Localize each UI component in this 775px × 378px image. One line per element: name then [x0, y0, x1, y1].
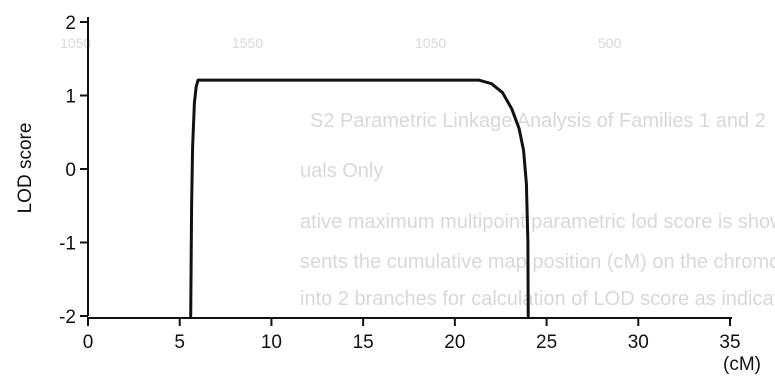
y-axis-ticks: -2 -1 0 1 2 [59, 13, 88, 328]
bleed-header-number: 1050 [415, 35, 446, 51]
y-tick-label: 1 [65, 87, 76, 108]
x-tick-label: 30 [628, 332, 649, 353]
bleed-header-number: 1050 [60, 35, 91, 51]
x-tick-label: 10 [261, 332, 282, 353]
bleed-header-number: 1550 [232, 35, 263, 51]
x-axis-ticks: 0 5 10 15 20 25 30 35 [83, 318, 741, 353]
bleed-line: into 2 branches for calculation of LOD s… [300, 288, 775, 310]
x-tick-label: 20 [444, 332, 465, 353]
y-tick-label: 0 [65, 160, 76, 181]
x-axis-title: (cM) [723, 354, 761, 375]
lod-score-series-line [189, 78, 530, 318]
y-tick-label: -1 [59, 234, 76, 255]
x-tick-label: 35 [719, 332, 740, 353]
x-tick-label: 15 [353, 332, 374, 353]
bleed-through-text: 1050 1550 1050 500 S2 Parametric Linkage… [60, 35, 775, 310]
y-tick-label: -2 [59, 307, 76, 328]
bleed-line: sents the cumulative map position (cM) o… [300, 251, 775, 273]
y-tick-label: 2 [65, 13, 76, 34]
bleed-line: uals Only [300, 160, 383, 182]
x-tick-label: 5 [174, 332, 185, 353]
x-tick-label: 0 [83, 332, 94, 353]
bleed-header-number: 500 [598, 35, 622, 51]
x-tick-label: 25 [536, 332, 557, 353]
y-axis-title: LOD score [15, 123, 36, 214]
bleed-line: ative maximum multipoint parametric lod … [300, 211, 775, 233]
bleed-line: S2 Parametric Linkage Analysis of Famili… [310, 110, 766, 132]
